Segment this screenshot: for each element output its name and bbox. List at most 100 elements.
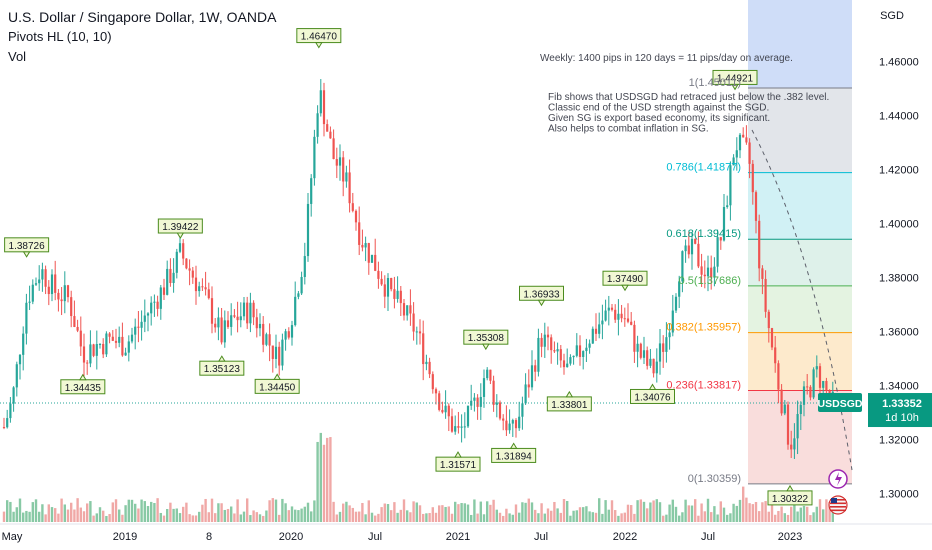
volume-bar — [524, 502, 527, 522]
candle-body — [390, 278, 393, 290]
time-tick-label: May — [2, 531, 23, 543]
volume-bar — [258, 514, 262, 522]
volume-bar — [758, 511, 761, 522]
candle-body — [188, 268, 191, 271]
volume-bar — [204, 498, 207, 522]
volume-bar — [220, 503, 223, 522]
volume-bar — [246, 498, 249, 522]
volume-bar — [582, 507, 585, 522]
lightning-event-icon[interactable] — [828, 469, 848, 489]
volume-bar — [47, 504, 50, 522]
volume-bar — [687, 505, 690, 522]
volume-bar — [476, 513, 479, 522]
candle-body — [486, 369, 489, 379]
candle-body — [466, 405, 470, 427]
volume-bar — [537, 513, 540, 522]
fib-level-label: 0.786(1.41877) — [666, 162, 741, 174]
candle-body — [370, 254, 374, 263]
candle-body — [114, 340, 118, 343]
candle-body — [508, 423, 511, 431]
volume-bar — [73, 509, 76, 522]
candle-body — [70, 297, 73, 317]
volume-bar — [146, 506, 150, 522]
volume-bar — [377, 513, 380, 522]
volume-bar — [665, 514, 668, 522]
volume-bar — [361, 502, 364, 522]
candle-body — [562, 360, 566, 368]
volume-bar — [594, 512, 598, 522]
candle-body — [738, 134, 742, 151]
candle-body — [354, 210, 358, 223]
volume-bar — [194, 515, 198, 522]
candle-body — [402, 303, 406, 316]
candle-body — [111, 336, 114, 341]
volume-bar — [492, 499, 495, 522]
candle-body — [345, 172, 348, 182]
volume-bar — [738, 499, 742, 522]
fib-level-label: 0.236(1.33817) — [666, 379, 741, 391]
currency-label: SGD — [880, 10, 904, 22]
candle-body — [700, 266, 703, 275]
candle-body — [242, 302, 246, 317]
candle-body — [34, 283, 38, 285]
volume-bar — [182, 506, 185, 522]
volume-bar — [444, 506, 447, 522]
us-flag-event-icon[interactable] — [828, 495, 848, 515]
candle-body — [639, 343, 642, 358]
indicator-legend[interactable]: Pivots HL (10, 10) — [8, 29, 112, 44]
candle-body — [582, 351, 585, 357]
candle-body — [185, 258, 188, 269]
candle-body — [396, 290, 399, 299]
candle-body — [770, 328, 774, 348]
volume-bar — [38, 511, 41, 522]
candle-body — [742, 134, 745, 138]
pivot-pointer — [565, 390, 574, 398]
candle-body — [822, 380, 825, 388]
candle-body — [290, 325, 294, 338]
candle-body — [694, 238, 697, 244]
candle-body — [194, 277, 198, 292]
volume-bar — [518, 512, 521, 522]
candle-body — [607, 307, 610, 311]
volume-bar — [44, 514, 47, 522]
volume-bar — [649, 502, 652, 522]
candle-body — [118, 336, 121, 343]
candle-body — [265, 334, 268, 345]
volume-bar — [281, 498, 284, 522]
annotation-note-line: Fib shows that USDSGD had retraced just … — [548, 92, 829, 103]
price-tick-label: 1.46000 — [879, 56, 919, 68]
candle-body — [198, 286, 201, 292]
volume-bar — [89, 501, 92, 522]
candle-body — [754, 192, 758, 221]
price-axis[interactable] — [862, 0, 932, 550]
pivot-value: 1.38726 — [9, 241, 46, 252]
volume-bar — [630, 505, 633, 522]
volume-bar — [751, 504, 754, 522]
volume-bar — [530, 502, 534, 522]
candle-body — [489, 369, 492, 381]
pivot-pointer — [273, 373, 282, 380]
last-price-tag[interactable]: USDSGD 1.33352 1d 10h — [818, 393, 932, 428]
volume-bar — [722, 507, 726, 522]
pivot-low-label: 1.34435 — [60, 373, 106, 395]
fib-zone — [748, 88, 852, 173]
candle-body — [799, 404, 802, 415]
candle-body — [790, 444, 793, 450]
candle-body — [28, 301, 31, 303]
volume-bar — [198, 511, 201, 522]
volume-bar — [562, 499, 566, 522]
bar-countdown: 1d 10h — [885, 412, 919, 424]
volume-bar — [166, 508, 169, 522]
volume-legend[interactable]: Vol — [8, 49, 27, 64]
pivot-value: 1.31571 — [440, 460, 477, 471]
flag-stripe — [830, 509, 846, 512]
volume-bar — [169, 502, 172, 522]
volume-bar — [706, 498, 710, 522]
candle-body — [319, 90, 322, 114]
volume-bar — [684, 499, 687, 522]
volume-bar — [732, 503, 735, 522]
candle-body — [594, 328, 598, 334]
candle-body — [556, 349, 559, 352]
volume-bar — [262, 515, 265, 522]
